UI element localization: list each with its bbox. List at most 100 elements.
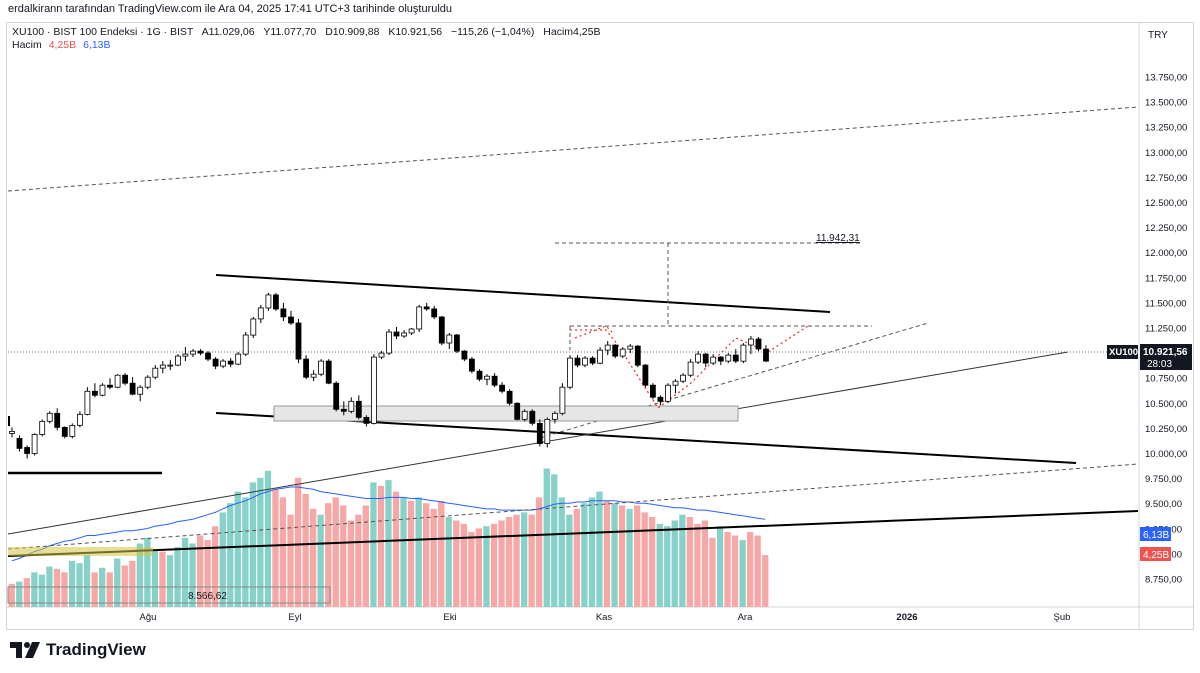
volume-legend-label: Hacim	[12, 39, 42, 51]
time-tick-label: Şub	[1054, 612, 1071, 623]
volume-bar	[754, 535, 761, 607]
time-tick-label: Ara	[738, 612, 754, 623]
candle-body	[748, 338, 754, 346]
volume-bar	[234, 491, 241, 607]
volume-bar	[460, 523, 467, 607]
dashed-trendline-upper[interactable]	[7, 106, 1139, 192]
candle-body	[642, 364, 649, 386]
volume-bar	[317, 514, 324, 607]
candle-body	[438, 316, 445, 344]
candle-body	[740, 344, 747, 362]
volume-bar	[686, 517, 693, 607]
candle-body	[355, 400, 362, 418]
symbol-legend[interactable]: XU100 · BIST 100 Endeksi · 1G · BIST A11…	[12, 26, 606, 38]
candle-body	[31, 433, 38, 454]
chart-frame[interactable]	[6, 22, 1194, 630]
volume-bar	[129, 560, 136, 607]
bold-support-line[interactable]	[7, 510, 1139, 557]
target-price-label: 11.942,31	[816, 233, 860, 244]
volume-bar	[498, 520, 505, 607]
candle-body	[672, 380, 679, 386]
candle-body	[763, 348, 769, 362]
volume-bar	[242, 497, 249, 607]
candle-body	[476, 370, 483, 380]
volume-legend[interactable]: Hacim 4,25B 6,13B	[12, 39, 111, 51]
candle-body	[265, 294, 272, 309]
volume-bar	[204, 540, 211, 607]
volume-bar	[106, 572, 113, 607]
volume-bar	[166, 555, 174, 607]
tradingview-logo[interactable]: TradingView	[10, 640, 146, 660]
lower-dashed-line[interactable]	[7, 463, 1139, 550]
candle-body	[227, 360, 234, 365]
volume-bar	[716, 526, 724, 607]
candle-body	[212, 358, 219, 367]
candle-body	[318, 360, 325, 375]
price-tick-label: 13.750,00	[1145, 73, 1187, 84]
candle-body	[582, 357, 588, 366]
price-tick-label: 9.750,00	[1145, 474, 1182, 485]
volume-bar	[31, 572, 38, 607]
volume-bar	[762, 555, 769, 607]
candle-body	[702, 353, 709, 364]
candle-body	[680, 374, 686, 382]
candle-body	[574, 357, 581, 366]
volume-bar	[747, 532, 754, 607]
volume-bar	[701, 520, 709, 607]
candle-body	[544, 418, 551, 444]
channel-upper-line[interactable]	[215, 274, 831, 313]
last-price-badge	[1107, 345, 1138, 359]
volume-bar	[257, 477, 264, 607]
price-tick-label: 11.750,00	[1145, 273, 1187, 284]
candle-body	[152, 367, 159, 378]
candle-body	[107, 384, 113, 388]
legend-symbol: XU100 · BIST 100 Endeksi · 1G · BIST	[12, 26, 194, 38]
candle-body	[710, 356, 717, 364]
volume-bar	[181, 537, 189, 607]
volume-bar	[355, 514, 362, 607]
volume-bar	[505, 517, 513, 607]
volume-ma-value: 6,13B	[1143, 530, 1169, 541]
volume-bar	[528, 514, 535, 607]
volume-bar	[272, 489, 279, 607]
candle-body	[506, 390, 513, 404]
volume-bar	[566, 514, 573, 607]
tradingview-logo-icon	[10, 642, 40, 658]
volume-bar	[588, 497, 596, 607]
volume-bar	[731, 535, 739, 607]
candle-body	[16, 437, 23, 449]
candle-body	[491, 375, 498, 386]
volume-bar	[626, 508, 633, 607]
highlight-band	[8, 547, 153, 556]
volume-bar	[377, 485, 385, 607]
volume-ma-badge	[1140, 527, 1171, 541]
last-price-value-badge	[1140, 344, 1192, 370]
candle-body	[182, 353, 189, 357]
candle-body	[272, 294, 279, 310]
currency-label: TRY	[1148, 30, 1168, 41]
volume-bar	[445, 517, 452, 607]
candle-body	[725, 354, 732, 362]
candle-body	[484, 375, 490, 380]
candle-body	[755, 338, 762, 350]
volume-bar	[671, 520, 678, 607]
price-tick-label: 10.500,00	[1145, 399, 1187, 410]
support-zone-box[interactable]	[273, 405, 739, 422]
pattern-left-shoulder[interactable]	[574, 325, 613, 339]
price-tick-label: 10.750,00	[1145, 374, 1187, 385]
candle-body	[77, 413, 83, 426]
volume-bar	[287, 514, 294, 607]
legend-high: Y11.077,70	[263, 26, 317, 38]
rising-dashed-line[interactable]	[539, 322, 929, 439]
candle-body	[386, 331, 392, 354]
candle-body	[99, 384, 106, 396]
candle-body	[84, 390, 91, 415]
candle-body	[499, 384, 506, 392]
volume-bar	[521, 512, 528, 607]
candle-body	[235, 353, 242, 365]
candle-body	[9, 430, 15, 434]
volume-bar	[325, 503, 332, 607]
measure-box	[7, 586, 331, 604]
volume-legend-ma: 6,13B	[83, 39, 111, 51]
